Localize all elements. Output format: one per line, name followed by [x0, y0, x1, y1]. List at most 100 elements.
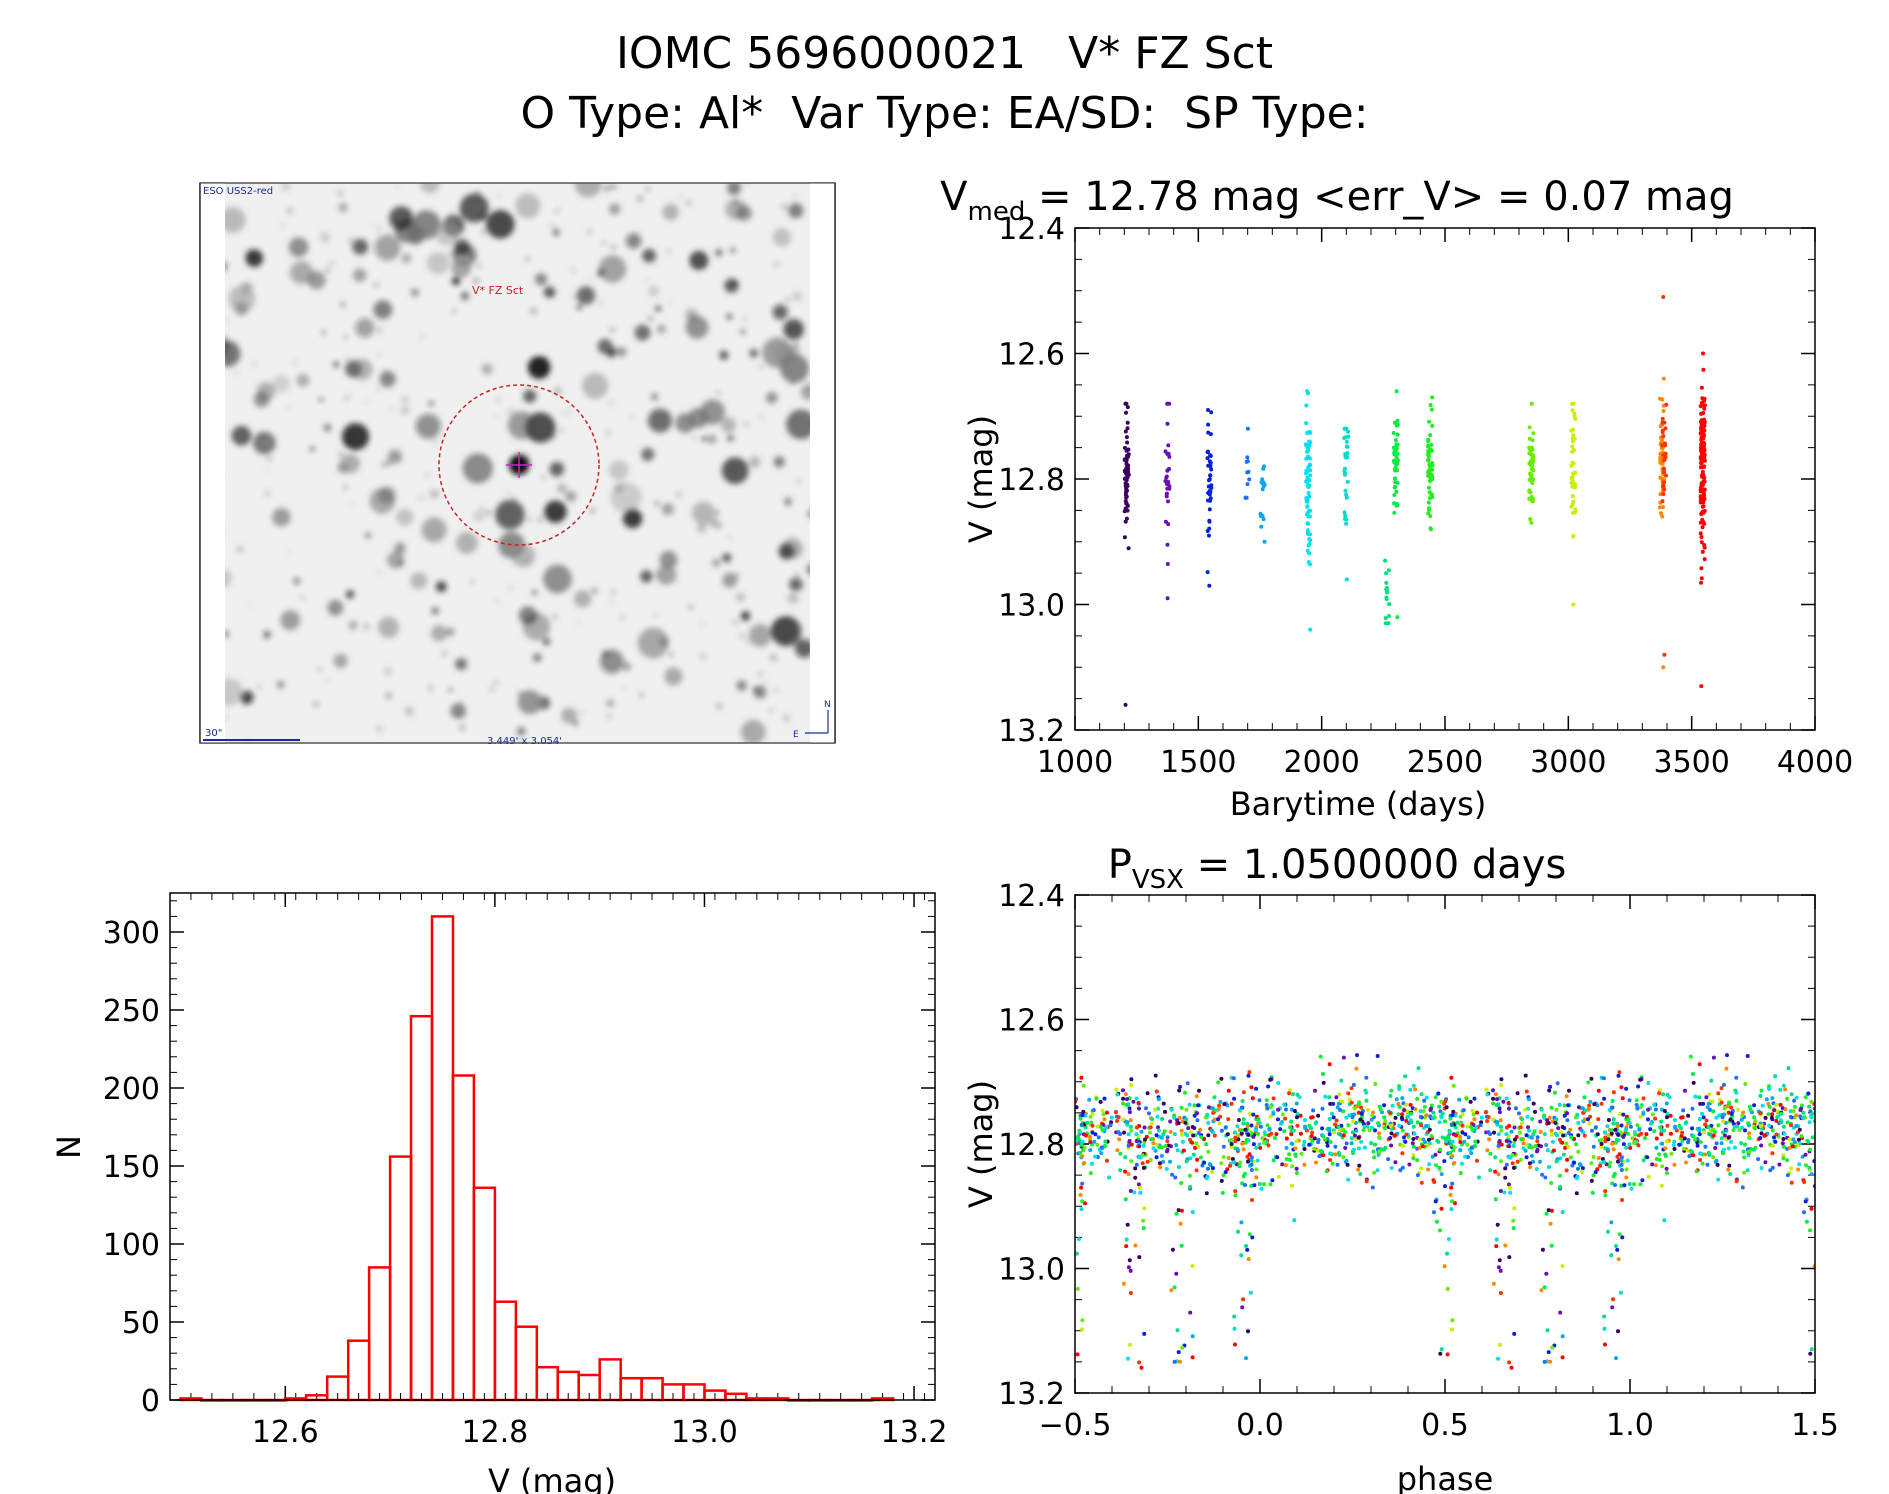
phased-point [1685, 1148, 1690, 1153]
lightcurve-point [1395, 615, 1400, 620]
phased-point [1455, 1120, 1460, 1125]
phased-point [1684, 1120, 1689, 1125]
phased-point [1634, 1103, 1639, 1107]
phased-point [1437, 1165, 1442, 1170]
field-star [783, 319, 804, 340]
lightcurve-point [1660, 499, 1665, 504]
phased-point [1172, 1132, 1177, 1137]
phased-point [1241, 1297, 1246, 1302]
field-star [493, 680, 498, 685]
field-star [610, 599, 614, 603]
phased-point [1542, 1113, 1547, 1118]
phased-point [1719, 1136, 1724, 1141]
field-star [668, 300, 672, 304]
phased-point [1547, 1165, 1551, 1169]
phased-point [1722, 1147, 1726, 1152]
phased-point [1549, 1132, 1554, 1137]
phased-point [1708, 1132, 1713, 1137]
phased-point [1198, 1127, 1203, 1132]
phased-point [1429, 1106, 1434, 1111]
phased-point [1608, 1160, 1613, 1165]
phased-point [1131, 1099, 1136, 1104]
lightcurve-point [1700, 525, 1705, 530]
phased-point [1192, 1113, 1197, 1118]
phased-point [1424, 1124, 1429, 1128]
phased-point [1126, 1132, 1131, 1137]
phased-point [1206, 1105, 1211, 1110]
phased-point [1321, 1153, 1326, 1158]
phased-point [1465, 1124, 1470, 1129]
field-star [793, 195, 797, 199]
field-star [743, 317, 747, 321]
lightcurve-point [1571, 602, 1576, 607]
phased-point [1773, 1139, 1778, 1144]
field-star [518, 739, 523, 743]
lightcurve-point [1305, 504, 1310, 509]
phased-point [1084, 1133, 1088, 1138]
phased-point [1413, 1087, 1418, 1092]
phased-point [1133, 1243, 1138, 1248]
phased-point [1386, 1157, 1391, 1162]
phased-point [1542, 1132, 1547, 1137]
phased-point [1434, 1163, 1438, 1168]
phased-point [1156, 1128, 1161, 1133]
lightcurve-point [1245, 470, 1250, 475]
field-star [553, 229, 560, 236]
phased-point [1262, 1130, 1267, 1135]
phased-point [1519, 1137, 1524, 1142]
field-star [239, 690, 254, 705]
phased-point [1509, 1365, 1514, 1370]
field-star [699, 622, 703, 627]
phased-point [1239, 1105, 1244, 1110]
phased-point [1290, 1128, 1295, 1133]
field-star [527, 517, 532, 522]
phased-point [1202, 1160, 1207, 1165]
phased-point [1190, 1125, 1195, 1129]
lightcurve-point [1245, 426, 1250, 431]
field-star [426, 252, 450, 275]
phased-point [1145, 1091, 1150, 1096]
histogram-bar [493, 1300, 518, 1402]
phased-point [1341, 1109, 1346, 1114]
phased-point [1180, 1139, 1185, 1144]
phased-point [1454, 1133, 1458, 1138]
phased-point [1276, 1174, 1281, 1179]
phased-point [1355, 1053, 1359, 1058]
phased-point [1276, 1081, 1281, 1085]
lightcurve-point [1701, 411, 1706, 415]
phased-point [1778, 1087, 1783, 1092]
phased-point [1094, 1096, 1099, 1101]
phased-point [1767, 1123, 1772, 1128]
phased-point [1579, 1128, 1584, 1133]
lightcurve-point [1702, 422, 1706, 427]
field-star [709, 517, 720, 529]
lightcurve-point [1661, 505, 1665, 509]
field-star [473, 510, 485, 522]
phased-point [1545, 1328, 1550, 1333]
phased-point [1168, 1159, 1172, 1164]
phased-point [1081, 1109, 1086, 1114]
phased-point [1758, 1124, 1763, 1128]
phased-point [1664, 1101, 1669, 1106]
phased-point [1105, 1110, 1109, 1115]
phased-point [1547, 1088, 1552, 1093]
phased-point [1248, 1111, 1252, 1116]
phased-point [1284, 1136, 1289, 1141]
phased-point [1691, 1072, 1695, 1076]
lightcurve-point [1698, 520, 1703, 525]
lightcurve-point [1126, 466, 1131, 471]
field-star [659, 550, 678, 569]
phased-point [1196, 1103, 1201, 1108]
phased-point [1781, 1144, 1786, 1149]
lightcurve-point [1571, 433, 1576, 438]
phased-point [1347, 1113, 1352, 1118]
phased-point [1747, 1149, 1752, 1154]
lightcurve-point [1260, 477, 1265, 482]
phased-point [1450, 1113, 1455, 1118]
phased-point [1350, 1115, 1355, 1120]
phased-point [1102, 1117, 1107, 1122]
phased-point [1314, 1160, 1318, 1165]
phased-point [1212, 1117, 1217, 1122]
y-tick-label: 50 [122, 1306, 160, 1341]
phased-point [1102, 1096, 1107, 1101]
